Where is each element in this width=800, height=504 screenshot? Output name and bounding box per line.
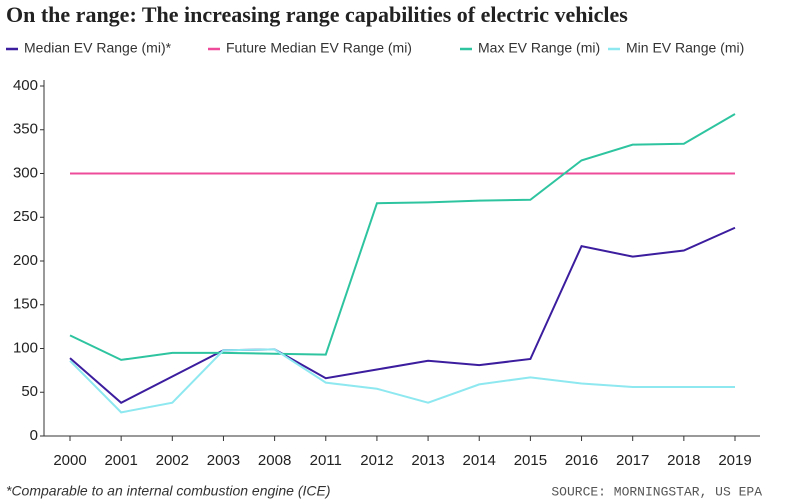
y-tick-label: 0: [30, 427, 38, 444]
legend-label: Median EV Range (mi)*: [24, 40, 172, 56]
x-tick-label: 2017: [616, 452, 649, 469]
y-tick-label: 250: [13, 208, 38, 225]
source: SOURCE: MORNINGSTAR, US EPA: [551, 484, 762, 499]
x-tick-label: 2019: [718, 452, 751, 469]
legend-label: Min EV Range (mi): [626, 40, 744, 56]
series-line: [69, 113, 736, 361]
y-tick-label: 150: [13, 296, 38, 313]
x-tick-label: 2012: [360, 452, 393, 469]
x-tick-label: 2016: [565, 452, 598, 469]
x-tick-label: 2011: [310, 452, 342, 469]
chart-title: On the range: The increasing range capab…: [6, 2, 628, 27]
x-tick-label: 2015: [514, 452, 547, 469]
x-tick-label: 2003: [207, 452, 240, 469]
x-tick-label: 2008: [258, 452, 291, 469]
y-tick-label: 300: [13, 164, 38, 181]
x-tick-label: 2002: [156, 452, 189, 469]
x-tick-label: 2013: [411, 452, 444, 469]
x-tick-label: 2001: [104, 452, 137, 469]
y-tick-label: 400: [13, 77, 38, 94]
x-tick-label: 2014: [463, 452, 496, 469]
legend-label: Max EV Range (mi): [478, 40, 600, 56]
legend-label: Future Median EV Range (mi): [226, 40, 412, 56]
series-line: [69, 348, 735, 414]
y-tick-label: 350: [13, 121, 38, 138]
footnote: *Comparable to an internal combustion en…: [6, 483, 331, 499]
series-line: [69, 226, 736, 404]
y-tick-label: 50: [21, 383, 38, 400]
y-tick-label: 100: [13, 339, 38, 356]
x-tick-label: 2000: [53, 452, 86, 469]
x-tick-label: 2018: [667, 452, 700, 469]
y-tick-label: 200: [13, 252, 38, 269]
